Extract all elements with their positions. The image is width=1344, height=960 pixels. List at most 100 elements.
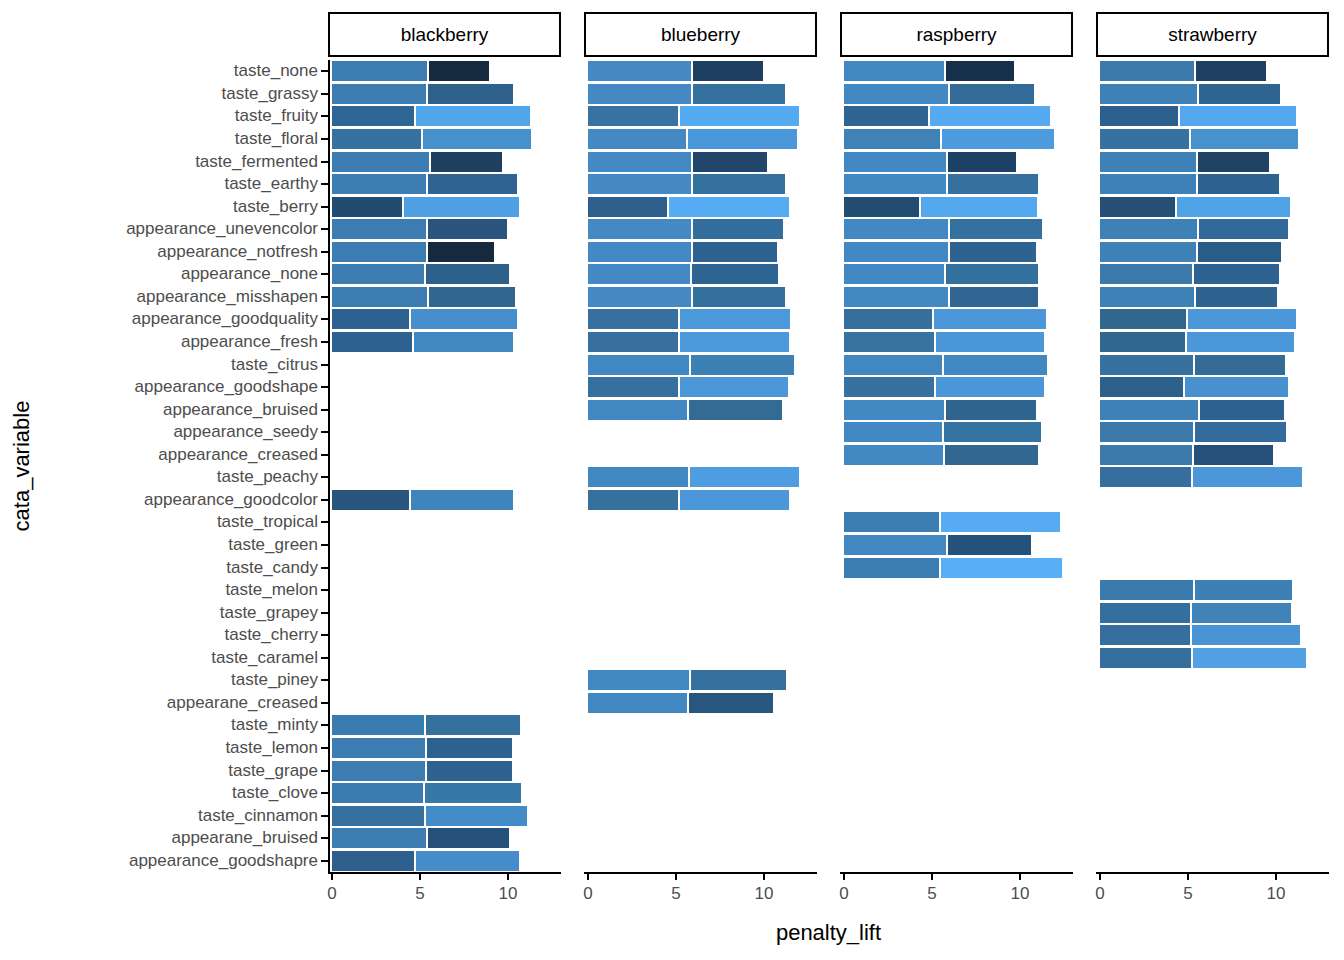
facet-panel-strawberry <box>1096 60 1329 872</box>
bar-segment <box>1195 355 1285 375</box>
y-tick-mark <box>321 386 328 388</box>
bar-segment <box>690 467 799 487</box>
bar-segment <box>588 332 678 352</box>
bar-segment <box>1100 580 1193 600</box>
bar-segment <box>844 129 940 149</box>
bar-segment <box>691 355 794 375</box>
bar-segment <box>588 490 678 510</box>
y-tick-label: appearance_none <box>0 264 318 284</box>
bar-segment <box>948 152 1017 172</box>
bar-segment <box>1193 648 1306 668</box>
bar-segment <box>332 828 426 848</box>
bar-segment <box>332 490 409 510</box>
y-tick-label: taste_citrus <box>0 355 318 375</box>
bar-taste_cinnamon <box>332 806 527 826</box>
bar-taste_citrus <box>1100 355 1285 375</box>
bar-segment <box>1180 106 1296 126</box>
bar-segment <box>588 84 691 104</box>
bar-segment <box>693 242 777 262</box>
bar-segment <box>680 490 788 510</box>
bar-appearance_seedy <box>844 422 1041 442</box>
y-tick-label: appearance_seedy <box>0 422 318 442</box>
bar-segment <box>1100 129 1189 149</box>
bar-segment <box>1177 197 1290 217</box>
bar-appearance_seedy <box>1100 422 1286 442</box>
bar-appearance_unevencolor <box>588 219 783 239</box>
y-tick-mark <box>321 770 328 772</box>
bar-taste_fruity <box>844 106 1050 126</box>
bar-appearance_unevencolor <box>332 219 507 239</box>
bar-segment <box>941 558 1062 578</box>
facet-panel-blackberry <box>328 60 561 872</box>
bar-appearance_fresh <box>1100 332 1294 352</box>
bar-segment <box>844 512 939 532</box>
x-tick-mark <box>1187 874 1189 880</box>
y-tick-label: taste_berry <box>0 197 318 217</box>
bar-segment <box>844 535 946 555</box>
bar-taste_earthy <box>1100 174 1279 194</box>
bar-segment <box>427 761 512 781</box>
x-tick-label: 5 <box>912 884 952 904</box>
bar-taste_fermented <box>332 152 502 172</box>
bar-taste_berry <box>588 197 789 217</box>
bar-segment <box>844 377 934 397</box>
bar-segment <box>844 84 948 104</box>
bar-taste_floral <box>1100 129 1298 149</box>
bar-segment <box>426 806 527 826</box>
bar-segment <box>332 783 423 803</box>
bar-segment <box>844 355 942 375</box>
bar-appearance_unevencolor <box>844 219 1042 239</box>
bar-segment <box>1185 377 1288 397</box>
bar-segment <box>426 715 520 735</box>
bar-taste_berry <box>844 197 1037 217</box>
bar-appearance_goodquality <box>588 309 790 329</box>
bar-segment <box>332 806 424 826</box>
bar-segment <box>588 355 689 375</box>
y-tick-mark <box>321 612 328 614</box>
bar-segment <box>426 264 509 284</box>
bar-segment <box>1100 84 1197 104</box>
x-tick-mark <box>1275 874 1277 880</box>
bar-taste_fruity <box>332 106 530 126</box>
bar-segment <box>1199 219 1289 239</box>
bar-segment <box>588 152 691 172</box>
bar-appearance_notfresh <box>844 242 1036 262</box>
y-tick-mark <box>321 837 328 839</box>
y-tick-label: taste_fruity <box>0 106 318 126</box>
y-axis-line <box>328 60 330 872</box>
bar-segment <box>416 851 519 871</box>
bar-segment <box>332 174 426 194</box>
bar-segment <box>332 129 421 149</box>
bar-segment <box>950 219 1042 239</box>
y-tick-mark <box>321 206 328 208</box>
bar-taste_floral <box>588 129 797 149</box>
bar-segment <box>689 400 781 420</box>
y-tick-label: appearance_goodshape <box>0 377 318 397</box>
bar-segment <box>1100 355 1193 375</box>
bar-segment <box>946 61 1014 81</box>
bar-appearance_notfresh <box>1100 242 1281 262</box>
bar-taste_none <box>844 61 1014 81</box>
bar-segment <box>1100 287 1194 307</box>
bar-taste_lemon <box>332 738 512 758</box>
bar-appearance_misshapen <box>844 287 1038 307</box>
bar-taste_grassy <box>1100 84 1280 104</box>
x-tick-label: 0 <box>312 884 352 904</box>
bar-taste_grassy <box>332 84 513 104</box>
bar-taste_fruity <box>588 106 799 126</box>
y-tick-mark <box>321 544 328 546</box>
bar-segment <box>844 242 948 262</box>
bar-appearance_misshapen <box>332 287 515 307</box>
bar-segment <box>1100 400 1198 420</box>
bar-segment <box>844 445 943 465</box>
y-tick-mark <box>321 815 328 817</box>
bar-taste_fermented <box>844 152 1016 172</box>
bar-segment <box>588 129 686 149</box>
bar-appearance_notfresh <box>588 242 777 262</box>
bar-segment <box>588 400 687 420</box>
y-tick-label: appearane_creased <box>0 693 318 713</box>
bar-segment <box>588 670 689 690</box>
bar-segment <box>693 84 785 104</box>
bar-segment <box>1193 467 1302 487</box>
bar-segment <box>425 783 521 803</box>
